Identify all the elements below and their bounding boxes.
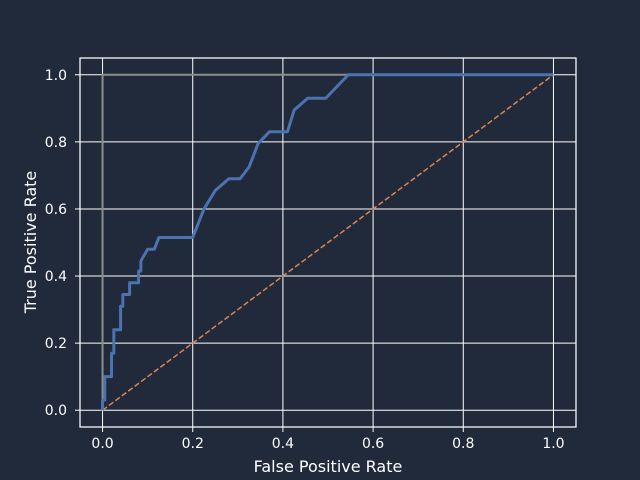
y-tick-label: 1.0: [45, 68, 67, 84]
x-tick-label: 0.2: [182, 436, 204, 452]
x-tick-label: 0.6: [362, 436, 384, 452]
x-axis-label: False Positive Rate: [254, 457, 403, 476]
roc-curve-line: [101, 73, 554, 411]
x-tick-label: 0.4: [272, 436, 294, 452]
series-layer: [101, 73, 554, 411]
x-tick-label: 0.8: [452, 436, 474, 452]
y-ticks: 0.0 0.2 0.4 0.6 0.8 1.0: [45, 68, 80, 419]
plot-frame: [79, 57, 577, 428]
x-ticks: 0.0 0.2 0.4 0.6 0.8 1.0: [91, 427, 565, 452]
grid: [80, 58, 576, 427]
y-tick-label: 0.8: [45, 135, 67, 151]
y-tick-label: 0.2: [45, 336, 67, 352]
x-tick-label: 0.0: [91, 436, 113, 452]
chance-diagonal-line: [102, 74, 554, 411]
y-tick-label: 0.0: [45, 403, 67, 419]
y-tick-label: 0.4: [45, 269, 67, 285]
y-tick-label: 0.6: [45, 202, 67, 218]
y-axis-label: True Positive Rate: [21, 171, 40, 315]
x-tick-label: 1.0: [542, 436, 564, 452]
